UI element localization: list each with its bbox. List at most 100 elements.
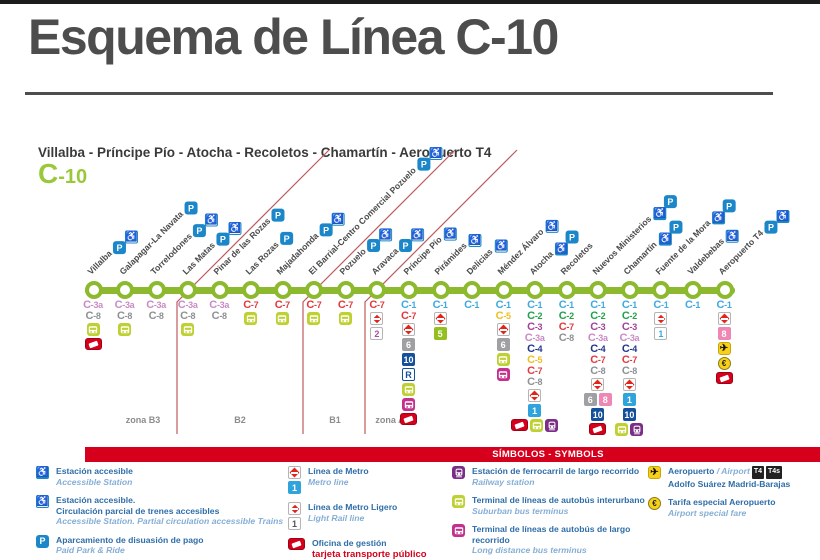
station-connections: C-1 5 <box>423 300 457 340</box>
suburban-bus-icon <box>181 323 195 336</box>
station-connections: C-1 C-7 6 10 R <box>392 300 426 425</box>
metro-ramal-badge: R <box>402 368 415 381</box>
cercanias-C-1-badge: C-1 <box>464 299 480 311</box>
station-connections: C-1 C-5 6 <box>486 300 520 381</box>
cercanias-C-7-badge: C-7 <box>400 310 417 322</box>
partial-accessible-icon: ♿ <box>428 147 442 161</box>
airport-icon: ✈ <box>717 342 731 355</box>
station-circle <box>147 281 166 299</box>
station-connections: C-1 C-2 C-3 C-3a C-4 C-5 C-7 C-8 1 <box>511 300 559 432</box>
cercanias-C-8-badge: C-8 <box>590 365 606 377</box>
suburban-bus-icon <box>615 423 629 436</box>
legend-column-airport: ✈ Aeropuerto / Airport T4 T4s Adolfo Suárez … <box>648 466 818 518</box>
symbols-bar-title: SÍMBOLOS - SYMBOLS <box>492 449 604 460</box>
legend-item: € Tarifa especial Aeropuerto Airport speci… <box>648 497 818 518</box>
metro-logo-icon <box>433 312 447 325</box>
station-circle <box>463 281 482 299</box>
airport-fare-icon: € <box>648 497 661 510</box>
parking-icon: P <box>319 223 333 237</box>
station-connections: C-1 <box>676 300 710 311</box>
railway-station-icon <box>545 419 559 432</box>
accessible-icon: ♿ <box>658 232 672 246</box>
metro-logo-icon <box>496 323 510 336</box>
station-circle <box>116 281 134 299</box>
cercanias-C-2-badge: C-2 <box>590 310 606 322</box>
metro-ligero-logo-icon <box>370 312 384 325</box>
cercanias-C-7-badge: C-7 <box>369 299 385 311</box>
station-connections: C-1 C-2 C-7 C-8 <box>549 299 583 344</box>
zone-label: zona B3 <box>125 415 161 425</box>
cercanias-C-1-badge: C-1 <box>653 299 669 311</box>
station-connections: C-3a C-8 <box>171 300 205 336</box>
parking-icon: P <box>215 232 229 246</box>
station-circle <box>526 281 545 299</box>
cercanias-C-7-badge: C-7 <box>590 354 606 366</box>
parking-icon: P <box>669 220 683 234</box>
zone-label: B2 <box>234 415 246 425</box>
railway-station-icon <box>452 466 465 479</box>
parking-icon: P <box>192 223 206 237</box>
parking-icon: P <box>279 231 293 245</box>
cercanias-C-8-badge: C-8 <box>211 310 227 322</box>
transport-card-office-icon <box>589 423 607 435</box>
suburban-bus-icon <box>496 353 510 366</box>
legend-item: 1 Línea de Metro Ligero Light Rail line <box>288 502 450 530</box>
station-connections: C-7 <box>265 299 299 325</box>
cercanias-C-2-badge: C-2 <box>527 310 543 322</box>
cercanias-C-7-badge: C-7 <box>274 299 290 311</box>
accessible-icon: ♿ <box>554 242 568 256</box>
suburban-bus-icon <box>118 323 131 336</box>
metro-line-8-badge: 8 <box>598 393 612 406</box>
partial-accessible-icon: ♿ <box>204 212 218 226</box>
cercanias-C-3a-badge: C-3a <box>619 332 640 344</box>
metro-logo-icon <box>288 466 301 479</box>
cercanias-C-7-badge: C-7 <box>306 299 322 311</box>
railway-station-icon <box>630 423 644 436</box>
station-connections: C-1 C-2 C-3 C-3a C-4 C-7 C-8 6 8 10 <box>581 300 615 435</box>
metro-line-6-badge: 6 <box>496 338 510 351</box>
transport-card-office-icon <box>84 338 102 350</box>
legend-column-accessibility: ♿ Estación accesible Accessible Station ♿ Es… <box>36 466 286 556</box>
long-distance-bus-icon <box>496 368 510 381</box>
parking-icon: P <box>763 220 777 234</box>
cercanias-C-1-badge: C-1 <box>621 299 637 311</box>
station-circle <box>400 281 418 299</box>
cercanias-C-3a-badge: C-3a <box>524 332 545 344</box>
metro-ligero-line-2-badge: 2 <box>370 327 384 340</box>
legend-item: ♿ Estación accesible Accessible Station <box>36 466 133 487</box>
suburban-bus-icon <box>338 312 352 325</box>
cercanias-C-1-badge: C-1 <box>558 299 574 311</box>
metro-logo-icon <box>402 323 415 336</box>
legend-column-terminals: Estación de ferrocarril de largo recorri… <box>452 466 650 556</box>
cercanias-C-7-badge: C-7 <box>243 299 259 311</box>
legend-item: Oficina de gestión tarjeta transporte púb… <box>288 538 450 560</box>
page-title: Esquema de Línea C-10 <box>28 9 559 65</box>
line-code-badge: C-10 <box>38 158 88 189</box>
long-distance-bus-icon <box>452 524 465 537</box>
station-circle <box>368 281 387 299</box>
title-divider <box>25 92 773 95</box>
suburban-bus-icon <box>244 312 258 325</box>
station-connections: C-1 8 ✈ € <box>707 300 741 384</box>
cercanias-C-4-badge: C-4 <box>590 343 606 355</box>
station-circle <box>620 281 639 299</box>
partial-accessible-icon: ♿ <box>442 227 456 241</box>
station-circle <box>431 281 450 299</box>
partial-accessible-icon: ♿ <box>227 221 241 235</box>
cercanias-C-3a-badge: C-3a <box>114 299 135 311</box>
partial-accessible-icon: ♿ <box>379 228 393 242</box>
partial-accessible-icon: ♿ <box>36 495 49 508</box>
station-circle <box>84 281 103 299</box>
metro-ligero-line-1-badge: 1 <box>654 327 668 340</box>
legend-item: 1 Línea de Metro Metro line <box>288 466 450 494</box>
suburban-bus-icon <box>530 419 544 432</box>
cercanias-C-8-badge: C-8 <box>148 310 164 322</box>
station-circle <box>557 281 576 299</box>
partial-accessible-icon: ♿ <box>725 229 739 243</box>
metro-logo-icon <box>591 378 605 391</box>
cercanias-C-8-badge: C-8 <box>621 365 637 377</box>
symbols-bar <box>85 447 820 462</box>
terminal-badge: T4 <box>751 466 764 479</box>
station-circle <box>652 281 671 299</box>
cercanias-C-3a-badge: C-3a <box>209 299 230 311</box>
